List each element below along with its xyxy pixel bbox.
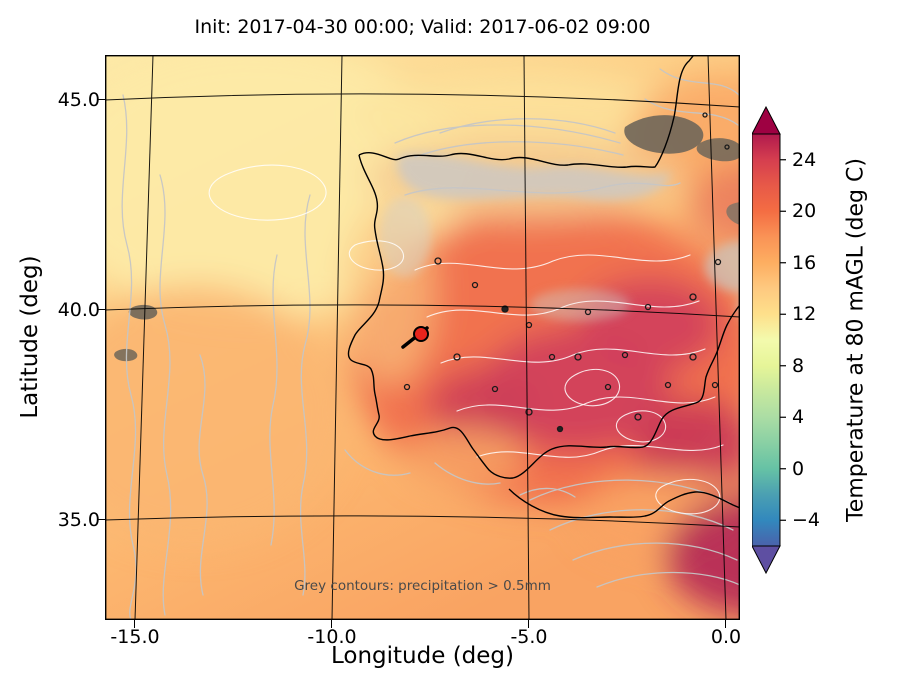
y-tick-35: 35.0 [57,509,100,531]
y-tick-40: 40.0 [57,299,100,321]
cb-tick-12: 12 [792,303,817,325]
x-tickmark--5 [528,620,530,628]
graticule [105,55,740,620]
plot-border [105,55,740,620]
x-tick--5: -5.0 [510,626,548,648]
station-marker [401,326,429,349]
dark-terrain-blobs [114,115,740,362]
cb-tick-4: 4 [792,406,805,428]
colorbar-arrow-over [751,105,781,135]
colorbar-gradient [751,133,781,547]
cb-tick-16: 16 [792,252,817,274]
colorbar-tickmarks [780,159,786,521]
x-tick-0: 0.0 [710,626,742,648]
cb-tick-8: 8 [792,355,805,377]
temperature-contours [208,164,724,515]
cb-tick-24: 24 [792,149,817,171]
plot-title: Init: 2017-04-30 00:00; Valid: 2017-06-0… [194,16,651,38]
map-canvas [105,55,740,620]
x-tick--10: -10.0 [307,626,357,648]
cb-tick-0: 0 [792,458,805,480]
colorbar-arrow-under [751,545,781,575]
y-tickmark-35 [97,519,105,521]
y-axis-label: Latitude (deg) [17,255,43,419]
cb-tick-20: 20 [792,200,817,222]
small-black-contours [403,112,730,433]
precipitation-contours [121,68,740,620]
y-tickmark-45 [97,99,105,101]
x-axis-label: Longitude (deg) [330,643,514,669]
colorbar [751,105,790,580]
coastlines [347,55,740,519]
cb-tick--4: −4 [792,509,821,531]
y-tick-45: 45.0 [57,89,100,111]
colorbar-label: Temperature at 80 mAGL (deg C) [843,158,869,522]
map-area [105,55,740,620]
x-tickmark--15 [134,620,136,628]
station-marker-dot [413,326,429,342]
x-tick--15: -15.0 [110,626,160,648]
x-tickmark--10 [331,620,333,628]
y-tickmark-40 [97,309,105,311]
precipitation-annotation: Grey contours: precipitation > 0.5mm [294,578,551,594]
x-tickmark-0 [725,620,727,628]
